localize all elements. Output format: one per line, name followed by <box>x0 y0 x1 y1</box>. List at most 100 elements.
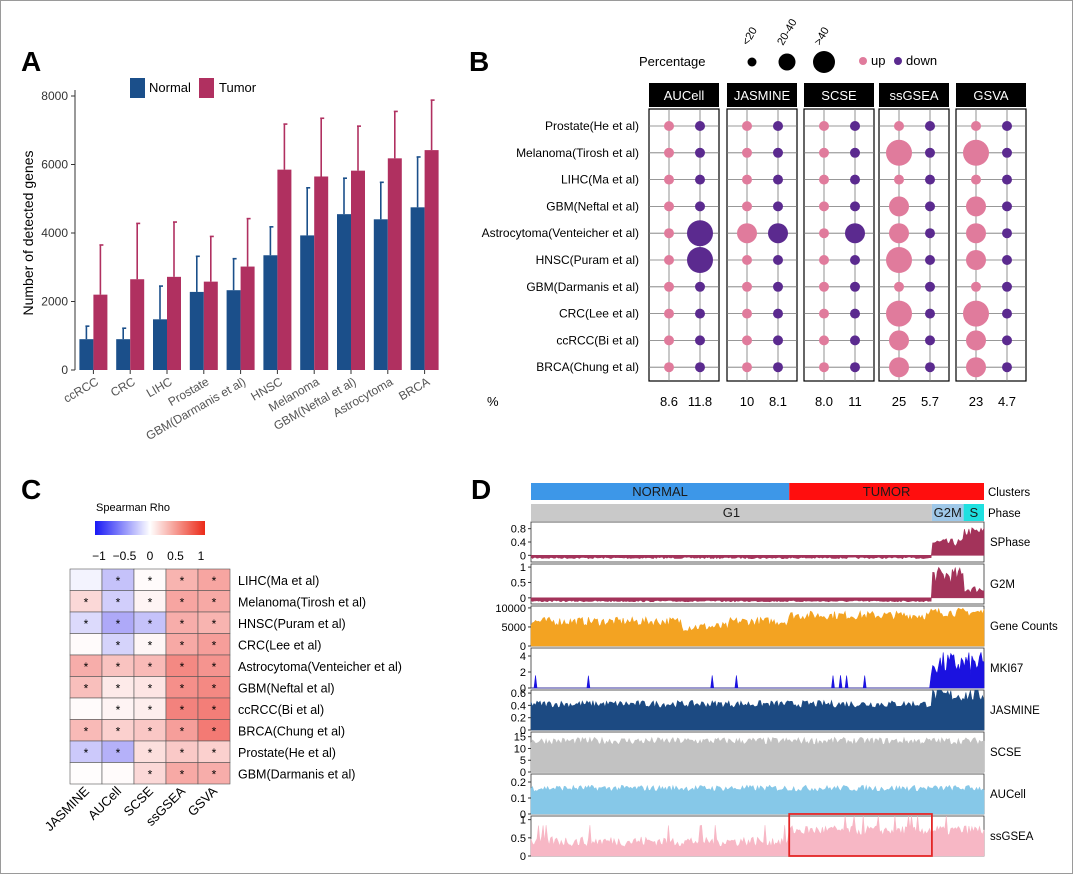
track-area <box>530 784 985 815</box>
heatmap-cell <box>197 762 231 785</box>
significance-mark: * <box>148 681 153 695</box>
significance-mark: * <box>212 660 217 674</box>
dot-down <box>695 174 705 185</box>
bar <box>226 290 241 370</box>
track-y-tick-label: 2 <box>520 667 526 679</box>
color-legend-down-label: down <box>906 53 937 68</box>
dot-up <box>819 308 829 319</box>
dot-up <box>742 335 752 346</box>
track-y-tick-label: 0 <box>520 683 526 695</box>
color-legend-down-dot <box>894 57 902 65</box>
percent-up: 10 <box>740 394 754 409</box>
track-y-tick-label: 5 <box>520 755 526 767</box>
bar <box>424 150 439 370</box>
annotation-track-label: Clusters <box>988 487 1030 499</box>
dot-up <box>886 139 912 166</box>
y-axis-title: Number of detected genes <box>20 151 36 316</box>
significance-mark: * <box>148 574 153 588</box>
dot-up <box>742 147 752 158</box>
colorbar-tick-label: 0.5 <box>167 549 184 563</box>
panel-label-b: B <box>469 46 489 77</box>
dot-down <box>773 121 783 131</box>
track-y-tick-label: 0.2 <box>511 713 526 725</box>
significance-mark: * <box>116 703 121 717</box>
significance-mark: * <box>180 724 185 738</box>
dot-row-label: ccRCC(Bi et al) <box>556 333 639 347</box>
dot-down <box>1002 308 1012 319</box>
track-label: MKI67 <box>990 663 1023 675</box>
dot-up <box>742 121 752 131</box>
dot-up <box>963 300 989 327</box>
track-y-tick-label: 0.4 <box>511 537 526 549</box>
method-header-label: AUCell <box>664 88 705 103</box>
panel-label-a: A <box>21 46 41 77</box>
heatmap-row-label: HNSC(Puram et al) <box>238 617 346 631</box>
dot-down <box>925 255 935 265</box>
bar <box>314 176 329 370</box>
annotation-segment-label: TUMOR <box>863 484 911 499</box>
heatmap-cell <box>69 697 103 720</box>
bar <box>300 235 315 370</box>
percent-down: 11.8 <box>688 394 712 409</box>
dot-down <box>1002 174 1012 185</box>
panel-c-heatmap: Spearman Rho −1 −0.5 0 0.5 1 * * * * LIHC(Ma et al… <box>42 502 402 834</box>
dot-up <box>819 174 829 185</box>
dot-up <box>664 121 674 131</box>
heatmap-column-label: JASMINE <box>42 783 93 834</box>
dot-up <box>889 196 909 217</box>
dot-down <box>695 281 705 292</box>
track-y-tick-label: 0 <box>520 725 526 737</box>
bar <box>189 291 204 370</box>
track-y-tick-label: 0 <box>520 809 526 821</box>
dot-down <box>925 201 935 212</box>
significance-mark: * <box>84 746 89 760</box>
significance-mark: * <box>180 746 185 760</box>
track-y-tick-label: 0.4 <box>511 700 526 712</box>
dot-up <box>664 362 674 373</box>
percent-down: 8.1 <box>769 394 787 409</box>
bar <box>93 294 108 370</box>
heatmap-row-label: Melanoma(Tirosh et al) <box>238 595 366 609</box>
dot-up <box>737 223 757 244</box>
track-label: Gene Counts <box>990 621 1058 633</box>
dot-up <box>966 223 986 244</box>
track-y-tick-label: 0 <box>520 593 526 605</box>
dot-down <box>850 147 860 158</box>
annotation-track-label: Phase <box>988 508 1021 520</box>
panel-b-dot-plot: Percentage <20 20-40 >40 up down Prostate(He e… <box>482 17 1027 409</box>
dot-up <box>966 330 986 351</box>
percent-down: 4.7 <box>998 394 1016 409</box>
dot-down <box>1002 362 1012 373</box>
dot-down <box>925 174 935 185</box>
dot-down <box>687 247 713 273</box>
percent-row-label: % <box>487 394 499 409</box>
colorbar-tick-label: −0.5 <box>113 549 137 563</box>
percent-up: 8.6 <box>660 394 678 409</box>
dot-down <box>1002 255 1012 265</box>
y-tick-label: 2000 <box>41 295 68 309</box>
track-area <box>530 689 985 731</box>
track-label: ssGSEA <box>990 831 1034 843</box>
track-area <box>530 736 985 773</box>
dot-up <box>886 300 912 327</box>
heatmap-cell <box>101 762 135 785</box>
bar <box>373 219 388 370</box>
heatmap-cell <box>69 762 103 785</box>
significance-mark: * <box>116 617 121 631</box>
annotation-segment <box>789 483 984 500</box>
method-header <box>727 83 797 107</box>
percent-up: 25 <box>892 394 906 409</box>
dot-down <box>925 308 935 319</box>
track-y-tick-label: 0 <box>520 641 526 653</box>
dot-up <box>742 174 752 185</box>
colorbar-tick-label: 1 <box>198 549 205 563</box>
heatmap-row-label: GBM(Darmanis et al) <box>238 767 355 781</box>
annotation-segment-label: S <box>969 505 978 520</box>
size-legend-dot <box>747 57 757 67</box>
dot-up <box>889 223 909 244</box>
bar <box>167 276 181 370</box>
dot-up <box>886 247 912 273</box>
panel-label-c: C <box>21 474 41 505</box>
dot-down <box>695 362 705 373</box>
bar <box>116 339 131 370</box>
